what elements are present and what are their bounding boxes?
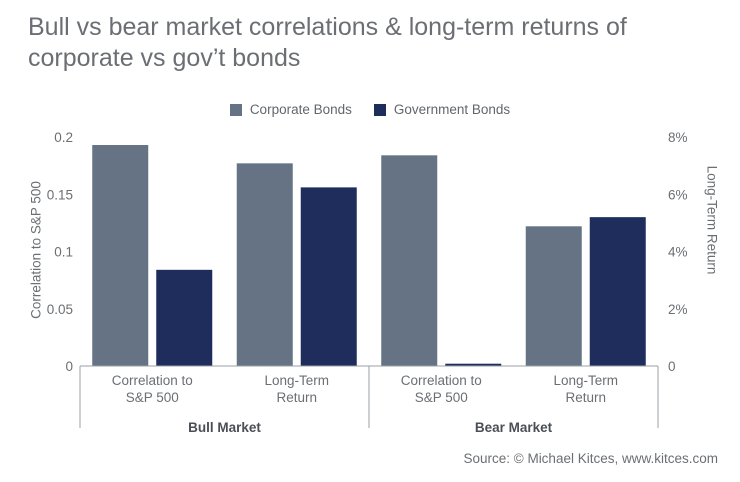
y-tick-left: 0.2 [54, 130, 73, 145]
y-tick-right: 8% [668, 130, 688, 145]
bar-corporate [92, 145, 149, 366]
y-tick-left: 0.1 [54, 245, 73, 260]
group-label: Bull Market [188, 420, 261, 435]
category-label: Correlation to [112, 373, 193, 388]
bar-government [300, 187, 357, 366]
bar-government [156, 269, 213, 366]
category-label: Return [276, 390, 317, 405]
y-tick-left: 0.05 [47, 302, 73, 317]
bar-corporate [236, 163, 293, 366]
category-label: Long-Term [553, 373, 618, 388]
bar-corporate [525, 226, 582, 366]
group-label: Bear Market [475, 420, 553, 435]
legend-label-government: Government Bonds [393, 102, 511, 117]
y-tick-right: 4% [668, 245, 688, 260]
source-note: Source: © Michael Kitces, www.kitces.com [463, 451, 718, 466]
bar-government [589, 217, 646, 366]
legend-label-corporate: Corporate Bonds [249, 102, 352, 117]
y-tick-left: 0.15 [47, 187, 73, 202]
bar-corporate [381, 155, 438, 366]
category-label: Correlation to [401, 373, 482, 388]
legend-item-corporate: Corporate Bonds [229, 102, 352, 117]
legend-item-government: Government Bonds [373, 102, 511, 117]
y-tick-right: 6% [668, 187, 688, 202]
chart-title: Bull vs bear market correlations & long-… [28, 13, 627, 72]
category-label: Return [565, 390, 606, 405]
legend: Corporate Bonds Government Bonds [0, 102, 740, 117]
legend-swatch-corporate [229, 103, 242, 116]
y-tick-left: 0 [65, 359, 73, 374]
legend-swatch-government [373, 103, 386, 116]
category-label: S&P 500 [126, 390, 179, 405]
category-label: Long-Term [264, 373, 329, 388]
category-label: S&P 500 [415, 390, 468, 405]
bar-government [445, 363, 502, 366]
y-tick-right: 0 [668, 359, 676, 374]
y-tick-right: 2% [668, 302, 688, 317]
